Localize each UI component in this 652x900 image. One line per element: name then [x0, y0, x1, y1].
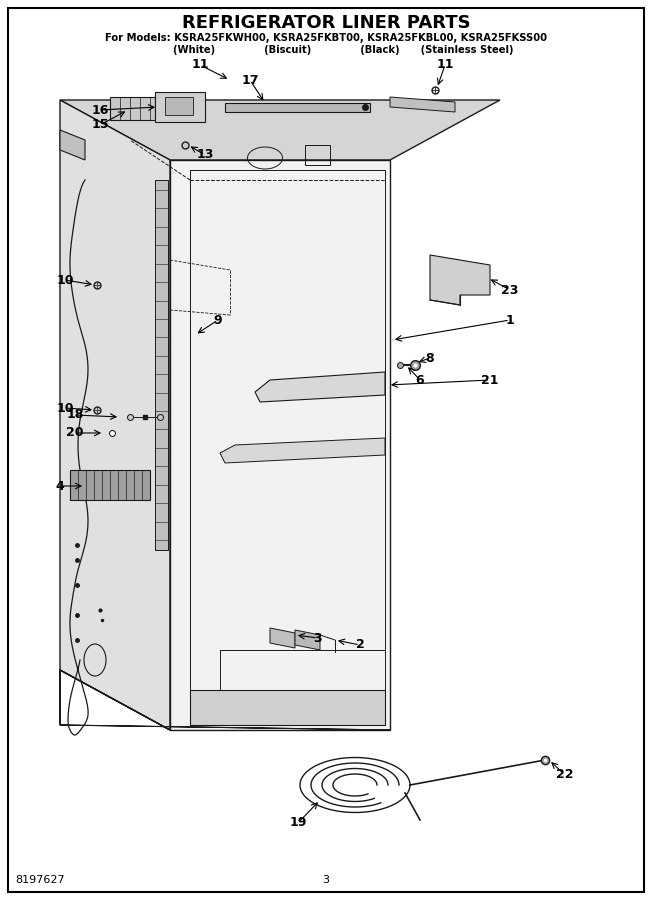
Polygon shape	[155, 92, 205, 122]
Polygon shape	[60, 670, 390, 730]
Text: 11: 11	[191, 58, 209, 71]
Text: For Models: KSRA25FKWH00, KSRA25FKBT00, KSRA25FKBL00, KSRA25FKSS00: For Models: KSRA25FKWH00, KSRA25FKBT00, …	[105, 33, 547, 43]
Text: 3: 3	[323, 875, 329, 885]
Polygon shape	[60, 130, 85, 160]
Polygon shape	[190, 690, 385, 725]
Text: 22: 22	[556, 769, 574, 781]
Text: 10: 10	[56, 274, 74, 286]
Text: 1: 1	[505, 313, 514, 327]
Text: 16: 16	[91, 104, 109, 116]
Text: 6: 6	[416, 374, 424, 386]
Text: 8: 8	[426, 352, 434, 365]
Text: 15: 15	[91, 119, 109, 131]
Polygon shape	[220, 438, 385, 463]
Polygon shape	[295, 630, 320, 650]
Text: 11: 11	[436, 58, 454, 71]
Text: 4: 4	[55, 480, 65, 492]
Polygon shape	[60, 100, 170, 730]
Text: 2: 2	[355, 638, 364, 652]
Bar	[165, 97, 193, 115]
Text: 23: 23	[501, 284, 519, 296]
Text: 20: 20	[67, 427, 83, 439]
Text: 18: 18	[67, 409, 83, 421]
Text: 9: 9	[214, 313, 222, 327]
Polygon shape	[430, 255, 490, 305]
Text: 13: 13	[196, 148, 214, 161]
Polygon shape	[255, 372, 385, 402]
Polygon shape	[225, 103, 370, 112]
Text: 17: 17	[241, 74, 259, 86]
Text: 3: 3	[314, 632, 322, 644]
Bar	[305, 145, 330, 165]
Polygon shape	[170, 160, 390, 730]
Polygon shape	[70, 470, 150, 500]
Polygon shape	[60, 100, 500, 160]
Text: (White)              (Biscuit)              (Black)      (Stainless Steel): (White) (Biscuit) (Black) (Stainless Ste…	[138, 45, 514, 55]
Text: 10: 10	[56, 401, 74, 415]
Text: REFRIGERATOR LINER PARTS: REFRIGERATOR LINER PARTS	[182, 14, 470, 32]
Polygon shape	[390, 97, 455, 112]
Text: 19: 19	[289, 816, 306, 830]
Text: 8197627: 8197627	[15, 875, 65, 885]
Polygon shape	[270, 628, 295, 648]
Polygon shape	[155, 180, 168, 550]
Text: 21: 21	[481, 374, 499, 386]
Polygon shape	[110, 97, 155, 120]
